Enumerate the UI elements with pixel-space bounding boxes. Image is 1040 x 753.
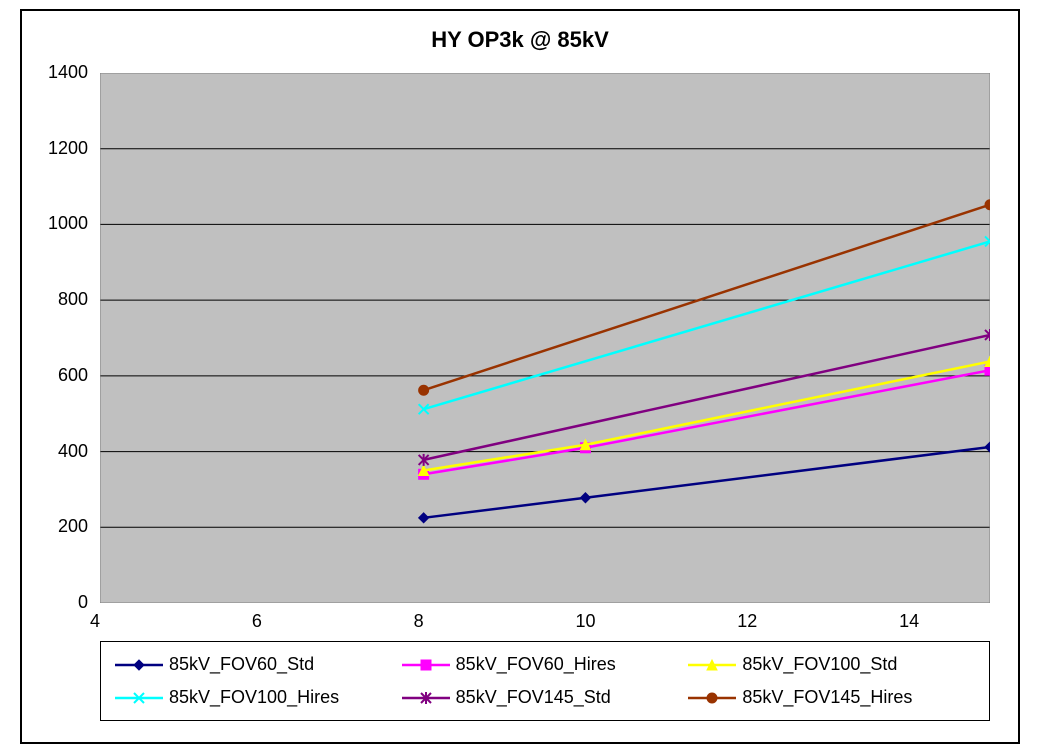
x-tick-label: 6 xyxy=(252,611,262,632)
legend-label: 85kV_FOV145_Std xyxy=(456,687,611,708)
legend-item: 85kV_FOV100_Std xyxy=(688,654,975,675)
x-tick-label: 4 xyxy=(90,611,100,632)
y-tick-label: 200 xyxy=(58,516,88,537)
legend-swatch xyxy=(115,689,163,707)
legend-label: 85kV_FOV145_Hires xyxy=(742,687,912,708)
x-tick-label: 10 xyxy=(575,611,595,632)
legend-item: 85kV_FOV60_Std xyxy=(115,654,402,675)
y-tick-label: 0 xyxy=(78,592,88,613)
y-tick-label: 1200 xyxy=(48,138,88,159)
y-tick-label: 600 xyxy=(58,365,88,386)
legend-label: 85kV_FOV100_Std xyxy=(742,654,897,675)
chart-frame: HY OP3k @ 85kV 0 200 400 600 800 1000 1200 1400… xyxy=(20,9,1020,744)
legend-item: 85kV_FOV145_Std xyxy=(402,687,689,708)
chart-title: HY OP3k @ 85kV xyxy=(22,27,1018,53)
legend-swatch xyxy=(115,656,163,674)
legend-item: 85kV_FOV60_Hires xyxy=(402,654,689,675)
legend-label: 85kV_FOV100_Hires xyxy=(169,687,339,708)
legend-swatch xyxy=(688,689,736,707)
legend-swatch xyxy=(688,656,736,674)
legend-row: 85kV_FOV100_Hires 85kV_FOV145_Std 85kV_FOV… xyxy=(115,687,975,708)
x-tick-label: 8 xyxy=(414,611,424,632)
y-tick-label: 800 xyxy=(58,289,88,310)
legend-label: 85kV_FOV60_Std xyxy=(169,654,314,675)
y-tick-label: 1400 xyxy=(48,62,88,83)
chart-container: HY OP3k @ 85kV 0 200 400 600 800 1000 1200 1400… xyxy=(0,0,1040,753)
legend-swatch xyxy=(402,689,450,707)
y-tick-label: 1000 xyxy=(48,213,88,234)
legend-label: 85kV_FOV60_Hires xyxy=(456,654,616,675)
x-tick-label: 14 xyxy=(899,611,919,632)
plot-area xyxy=(100,73,990,603)
x-tick-label: 12 xyxy=(737,611,757,632)
legend-row: 85kV_FOV60_Std 85kV_FOV60_Hires 85kV_FOV10… xyxy=(115,654,975,675)
y-tick-label: 400 xyxy=(58,441,88,462)
legend: 85kV_FOV60_Std 85kV_FOV60_Hires 85kV_FOV10… xyxy=(100,641,990,721)
legend-swatch xyxy=(402,656,450,674)
legend-item: 85kV_FOV145_Hires xyxy=(688,687,975,708)
legend-item: 85kV_FOV100_Hires xyxy=(115,687,402,708)
